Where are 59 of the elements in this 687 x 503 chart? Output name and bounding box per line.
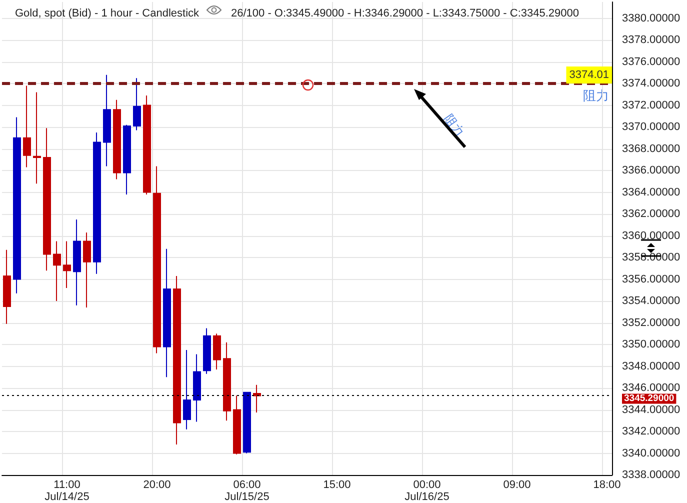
x-tick-label: 00:00 Jul/16/25 [404,479,450,503]
y-tick-label: 3374.00000 [622,78,680,90]
y-tick-label: 3360.00000 [622,230,680,242]
y-tick-label: 3338.00000 [622,469,680,481]
candlestick [23,85,31,168]
candlestick [103,74,111,167]
y-tick-label: 3364.00000 [622,186,680,198]
candlestick [113,99,121,180]
text: 26/100 - O:3345.49000 - H:3346.29000 - L:3343.75000 - C:3345.29000 [231,8,579,20]
x-tick-label: 11:00 Jul/14/25 [44,479,90,503]
y-tick-label: 3354.00000 [622,295,680,308]
candlestick [163,248,171,378]
y-tick-label: 3358.00000 [622,252,680,264]
candlestick [143,95,151,195]
candlestick [253,384,261,413]
x-tick-label: 18:00 [593,479,621,491]
candlestick [53,240,61,302]
candlestick [123,124,131,195]
ref-line-label: 3374.01 [569,68,609,81]
y-tick-label: 3376.00000 [622,56,680,68]
y-tick-label: 3348.00000 [622,360,680,372]
candlestick [33,92,41,184]
candlestick [243,392,251,454]
y-tick-label: 3340.00000 [622,447,680,460]
candlestick [223,342,231,422]
y-tick-label: 3370.00000 [622,121,680,134]
candlestick [193,354,201,422]
y-tick-label: 3362.00000 [622,208,680,220]
x-tick-label: 06:00 Jul/15/25 [224,479,270,503]
y-tick-label: 3380.00000 [622,12,680,24]
x-tick-label: 15:00 [323,479,351,491]
ref-line-label: 3345.29000 [624,393,674,404]
y-tick-label: 3344.00000 [622,404,680,416]
y-tick-label: 3372.00000 [622,99,680,112]
candlestick [93,132,101,274]
y-tick-label: 3356.00000 [622,273,680,286]
candlestick [213,333,221,370]
candlestick [133,78,141,131]
candlestick [13,116,21,294]
candlestick [173,276,181,446]
y-tick-label: 3368.00000 [622,142,680,155]
candlestick [203,328,211,374]
text: Gold, spot (Bid) - 1 hour - Candlestick [15,8,200,20]
candlestick [73,218,81,306]
y-tick-label: 3342.00000 [622,426,680,438]
candlestick [43,128,51,272]
y-tick-label: 3366.00000 [622,164,680,177]
candlestick [63,240,71,288]
x-tick-label: 09:00 [503,479,531,491]
x-tick-label: 20:00 [143,479,171,491]
y-tick-label: 3352.00000 [622,316,680,329]
candlestick [233,395,241,455]
y-tick-label: 3350.00000 [622,338,680,351]
candlestick [83,232,91,308]
y-tick-label: 3346.00000 [622,382,680,394]
y-tick-label: 3378.00000 [622,34,680,46]
candlestick [153,166,161,354]
candlestick [183,349,191,430]
candlestick [3,249,11,324]
